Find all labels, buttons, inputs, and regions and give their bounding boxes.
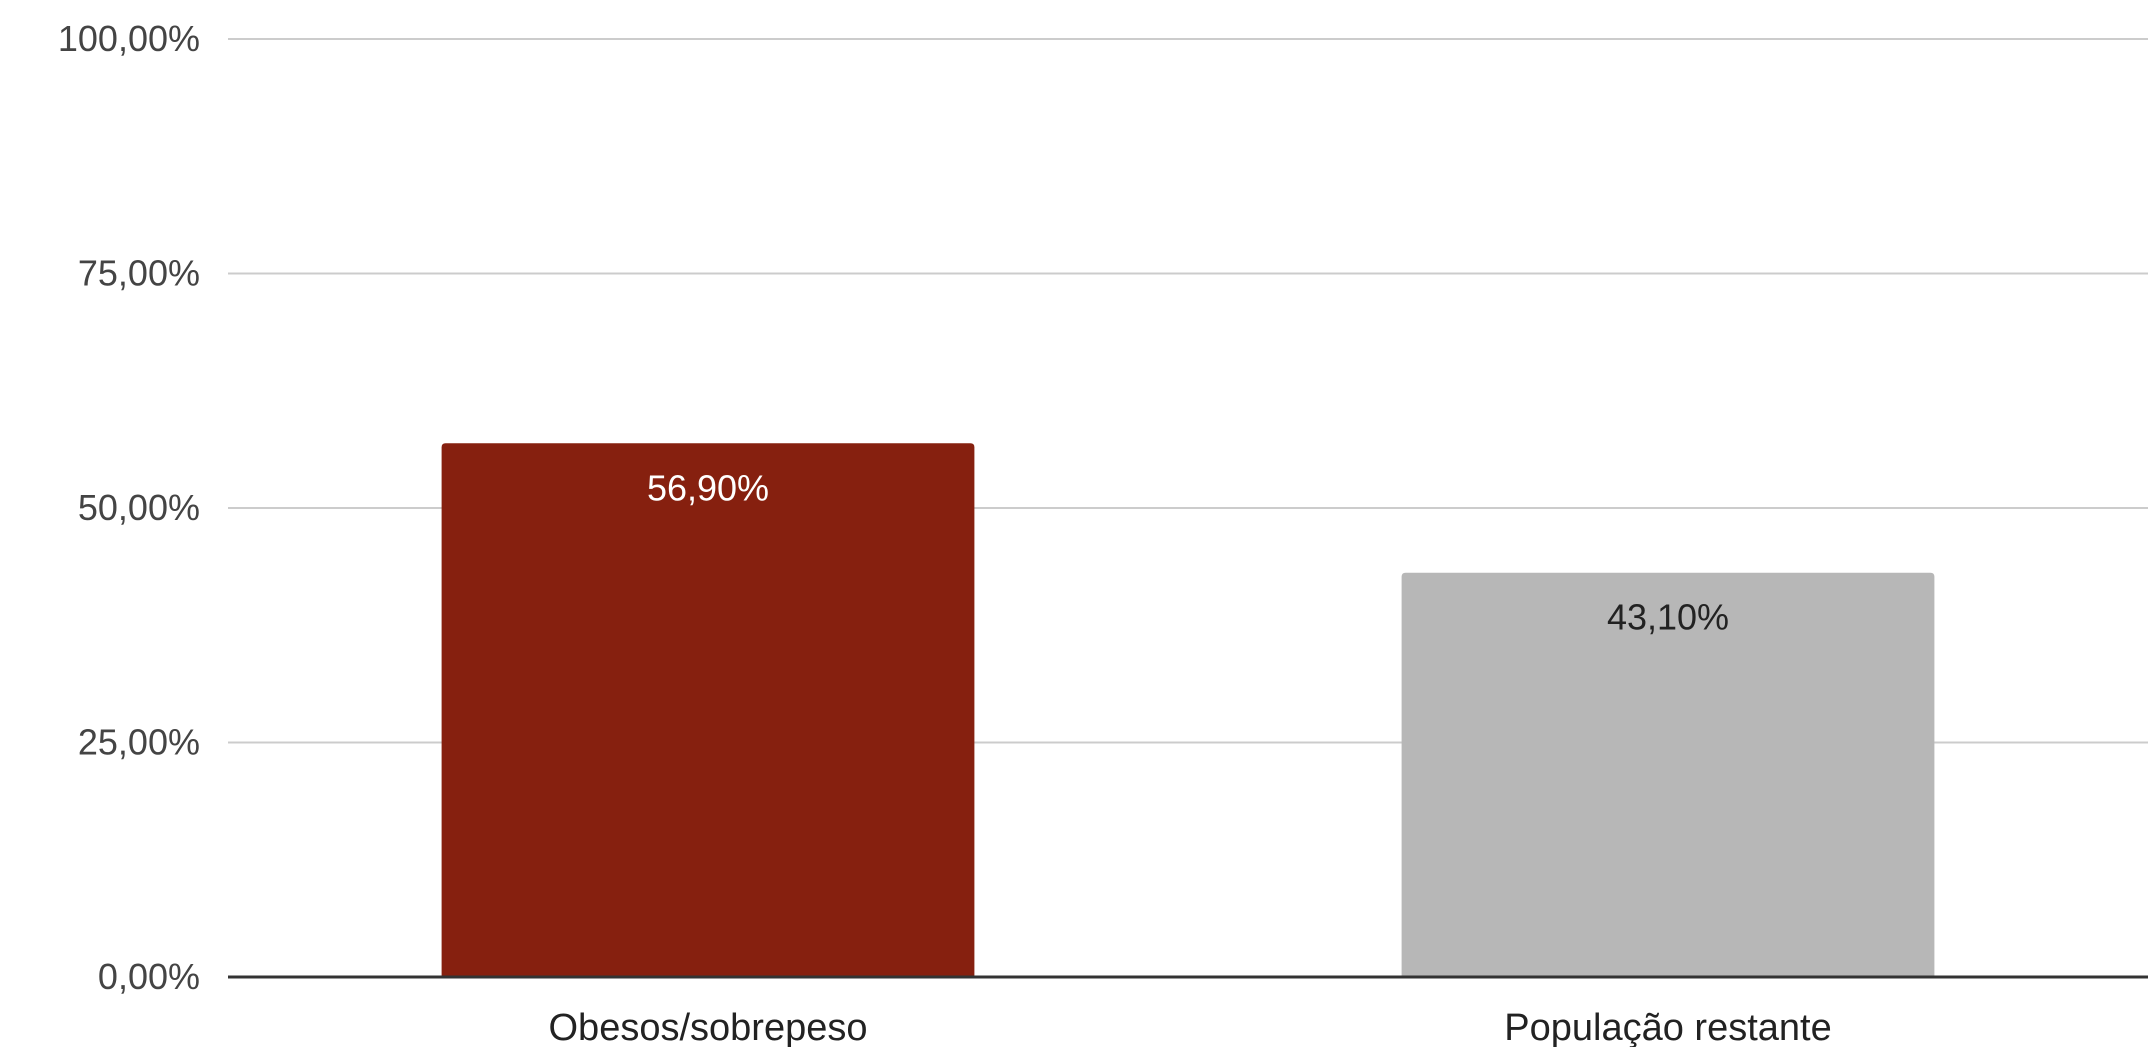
y-tick-label: 100,00%: [58, 18, 200, 59]
bars: [441, 443, 1935, 977]
x-category-label: População restante: [1504, 1007, 1831, 1047]
y-tick-label: 75,00%: [78, 253, 200, 294]
data-label: 56,90%: [647, 467, 769, 508]
data-label: 43,10%: [1607, 597, 1729, 638]
y-tick-label: 50,00%: [78, 487, 200, 528]
bar-1: [441, 443, 975, 977]
y-tick-label: 25,00%: [78, 722, 200, 763]
y-axis-tick-labels: 0,00% 25,00% 50,00% 75,00% 100,00%: [58, 18, 200, 997]
bar-2: [1401, 572, 1935, 977]
x-category-label: Obesos/sobrepeso: [549, 1007, 868, 1047]
x-axis-category-labels: Obesos/sobrepeso População restante: [549, 1007, 1832, 1047]
data-labels: 56,90% 43,10%: [647, 467, 1729, 637]
y-tick-label: 0,00%: [98, 956, 200, 997]
